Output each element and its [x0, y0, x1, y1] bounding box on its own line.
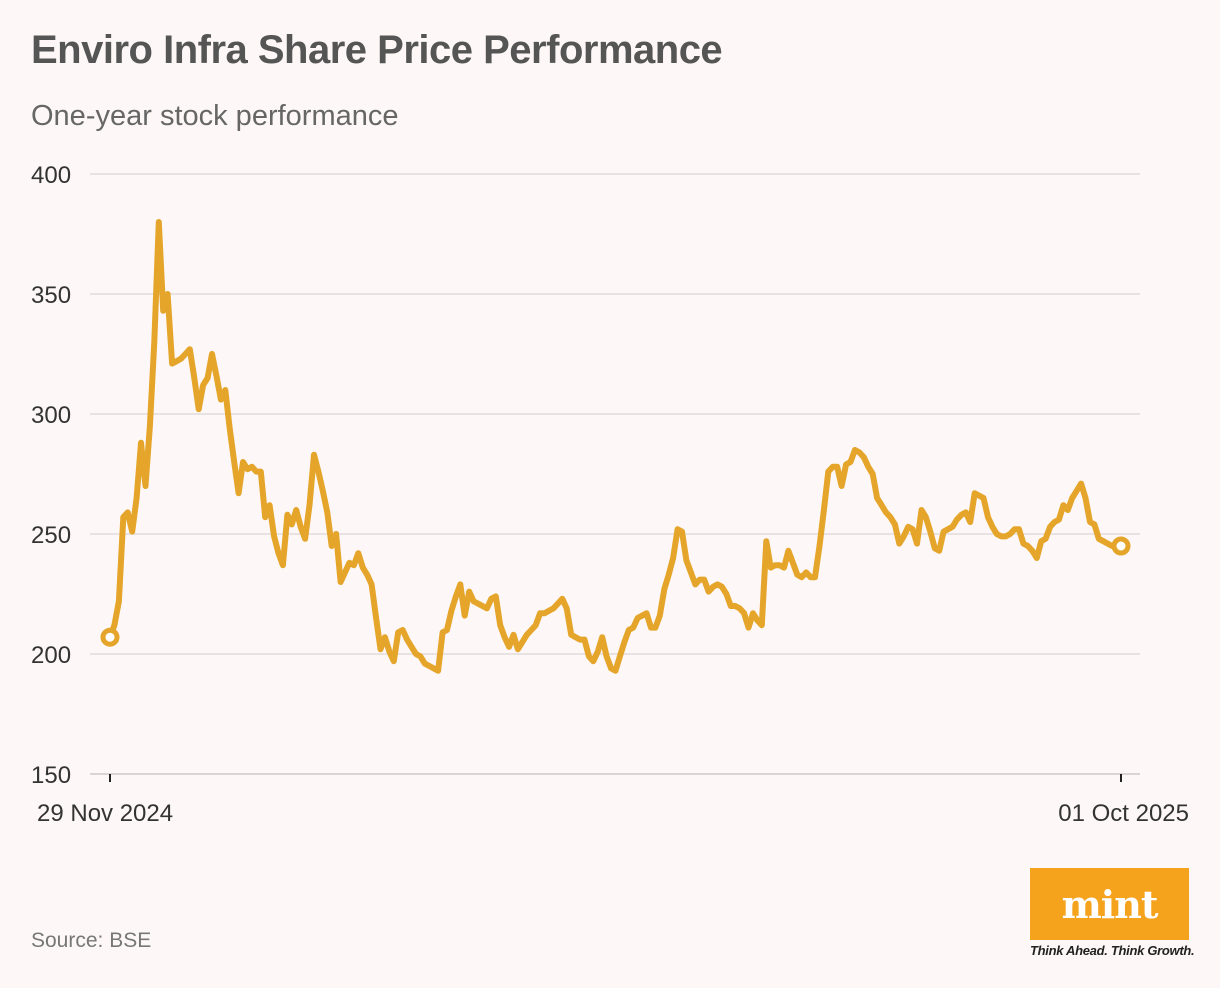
series-line	[107, 219, 1124, 674]
mint-logo-box: mint	[1030, 868, 1189, 940]
y-tick-label-200: 200	[31, 642, 71, 669]
chart-subtitle: One-year stock performance	[31, 100, 399, 132]
y-tick-label-150: 150	[31, 762, 71, 789]
y-tick-label-350: 350	[31, 282, 71, 309]
y-tick-label-400: 400	[31, 162, 71, 189]
mint-logo-text: mint	[1061, 881, 1159, 927]
y-tick-label-250: 250	[31, 522, 71, 549]
x-tick-label-0: 29 Nov 2024	[37, 800, 173, 827]
chart-title: Enviro Infra Share Price Performance	[31, 28, 723, 72]
y-tick-label-300: 300	[31, 402, 71, 429]
logo-tagline: Think Ahead. Think Growth.	[1030, 943, 1195, 958]
source-note: Source: BSE	[31, 929, 152, 952]
end-point-marker	[1111, 536, 1131, 556]
mint-logo: mint Think Ahead. Think Growth.	[1030, 868, 1195, 958]
x-tick-label-1: 01 Oct 2025	[1058, 800, 1189, 827]
start-point-marker	[100, 627, 120, 647]
